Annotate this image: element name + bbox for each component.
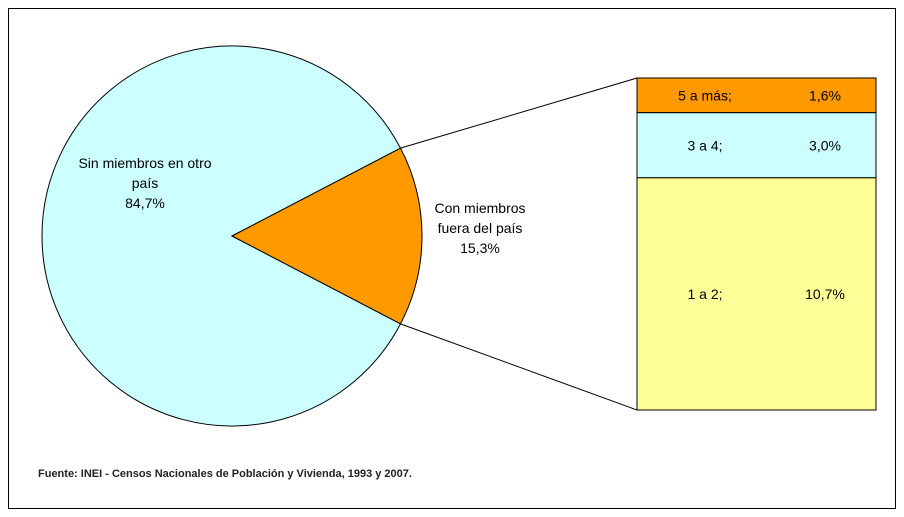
bar-value-label: 10,7% <box>805 286 845 302</box>
slice-value: 15,3% <box>460 240 500 256</box>
bar-category-label: 5 a más; <box>678 87 732 103</box>
bar-category-label: 1 a 2; <box>687 286 722 302</box>
bar-value-label: 1,6% <box>809 87 841 103</box>
slice-label: Sin miembros en otro país 84,7% <box>70 153 220 213</box>
slice-category: Sin miembros en otro país <box>78 155 212 191</box>
slice-label: Con miembros fuera del país 15,3% <box>425 198 535 258</box>
source-note: Fuente: INEI - Censos Nacionales de Pobl… <box>38 468 412 480</box>
connector <box>400 77 638 149</box>
slice-category: Con miembros fuera del país <box>434 200 526 236</box>
bar-segment <box>636 177 877 411</box>
bar-segment <box>636 77 877 114</box>
pie-slice <box>230 147 423 325</box>
connector <box>400 323 638 411</box>
slice-value: 84,7% <box>125 195 165 211</box>
pie-slice <box>41 45 402 427</box>
bar-category-label: 3 a 4; <box>687 137 722 153</box>
bar-value-label: 3,0% <box>809 137 841 153</box>
